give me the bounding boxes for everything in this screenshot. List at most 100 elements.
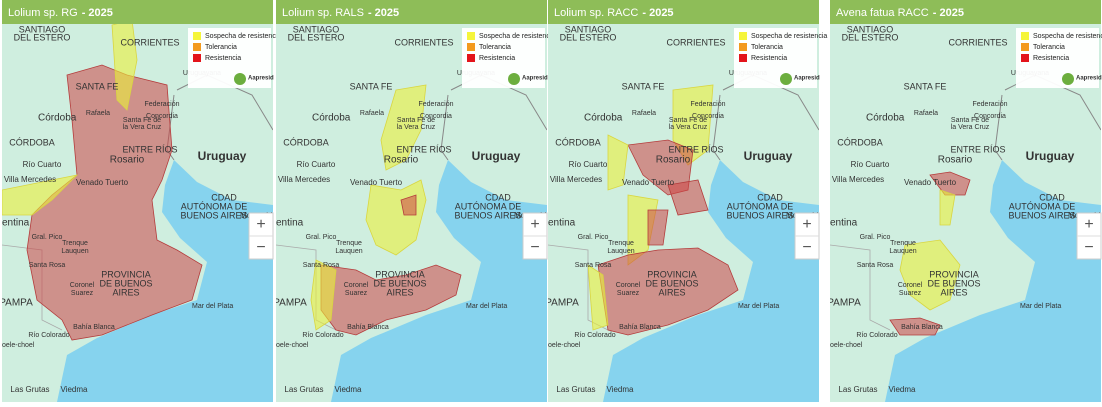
zoom-out[interactable]: − [530,239,539,256]
place-label: Viedma [889,385,917,394]
place-label: AIRES [386,287,413,297]
place-label: AIRES [658,287,685,297]
place-label: Río Colorado [574,332,615,339]
place-label: Suarez [345,290,368,297]
place-label: Santa Rosa [857,262,894,269]
place-label: CÓRDOBA [837,137,883,147]
zoom-out[interactable]: − [256,239,265,256]
zoom-out[interactable]: − [1084,239,1093,256]
place-label: Trenque [62,240,88,247]
panel-title: Lolium sp. RACC - 2025 [554,7,674,19]
place-label: SANTA FE [350,81,393,91]
legend-label: Tolerancia [479,44,511,51]
place-label: Las Grutas [838,385,877,394]
place-label: PROVINCIA [647,269,697,279]
legend-label: Resistencia [479,55,515,62]
place-label: Suarez [71,290,94,297]
place-label: ENTRE RÍOS [122,144,177,154]
legend-box [462,28,545,88]
place-label: DEL ESTERO [560,32,617,42]
title-year: - 2025 [368,7,399,19]
place-label: SANTA FE [904,81,947,91]
place-label: Concordia [692,113,724,120]
place-label: Federación [690,101,725,108]
zoom-out[interactable]: − [802,239,811,256]
zoom-in[interactable]: + [802,216,811,233]
legend-swatch [467,54,475,62]
place-label: SANTA FE [622,81,665,91]
place-label: PAMPA [273,298,307,309]
place-label: Las Grutas [10,385,49,394]
place-label: oele-choel [548,342,581,349]
place-label: Viedma [61,385,89,394]
title-year: - 2025 [933,7,964,19]
place-label: Uruguay [1026,149,1075,163]
place-label: Rosario [384,155,419,166]
place-label: Suarez [617,290,640,297]
water [885,160,1101,402]
title-name: Lolium sp. RALS [282,7,364,19]
place-label: Rosario [110,155,145,166]
risk-region [889,317,941,336]
legend-swatch [739,54,747,62]
place-label: Santa Fe de [397,117,435,124]
risk-region [2,174,79,216]
logo-text: Aapresid [522,76,548,82]
panel-title: Avena fatua RACC - 2025 [836,7,964,19]
place-label: Río Cuarto [851,160,890,169]
place-label: Las Grutas [284,385,323,394]
place-label: Santa Fe de [669,117,707,124]
place-label: AUTÓNOMA DE [727,201,794,211]
place-label: Santa Rosa [29,262,66,269]
legend-swatch [739,32,747,40]
place-label: Coronel [344,282,369,289]
title-bar [548,0,819,24]
place-label: Concordia [146,113,178,120]
legend-swatch [193,54,201,62]
logo-icon [780,73,792,85]
logo-text: Aapresid [248,76,274,82]
legend-swatch [739,43,747,51]
place-label: ENTRE RÍOS [668,144,723,154]
place-label: Santa Fe de [951,117,989,124]
legend-box [188,28,271,88]
place-label: AUTÓNOMA DE [1009,201,1076,211]
place-label: Uruguay [198,149,247,163]
legend-box [734,28,817,88]
place-label: Coronel [898,282,923,289]
legend-label: Sospecha de resistencia [1033,33,1102,40]
place-label: DE BUENOS [99,278,152,288]
zoom-in[interactable]: + [256,216,265,233]
place-label: PAMPA [0,298,33,309]
place-label: Río Cuarto [569,160,608,169]
legend-label: Resistencia [751,55,787,62]
place-label: Rosario [938,155,973,166]
risk-region [400,194,417,216]
place-label: Villa Mercedes [278,175,330,184]
place-label: PROVINCIA [375,269,425,279]
place-label: CORRIENTES [666,37,725,47]
panel-title: Lolium sp. RALS - 2025 [282,7,399,19]
place-label: Rafaela [632,110,656,117]
place-label: entina [276,218,304,229]
zoom-in[interactable]: + [530,216,539,233]
place-label: Santa Rosa [575,262,612,269]
place-label: Villa Mercedes [832,175,884,184]
risk-region [310,259,337,331]
border [712,94,721,161]
panel-title: Lolium sp. RG - 2025 [8,7,113,19]
logo-icon [234,73,246,85]
place-label: Federación [144,101,179,108]
place-label: entina [2,218,30,229]
place-label: SANTIAGO [565,24,612,34]
risk-region [587,264,609,331]
place-label: Viedma [335,385,363,394]
place-label: Lauquen [335,248,362,255]
zoom-in[interactable]: + [1084,216,1093,233]
place-label: Córdoba [38,113,77,124]
legend-box [1016,28,1099,88]
place-label: Córdoba [312,113,351,124]
risk-region [380,84,427,171]
